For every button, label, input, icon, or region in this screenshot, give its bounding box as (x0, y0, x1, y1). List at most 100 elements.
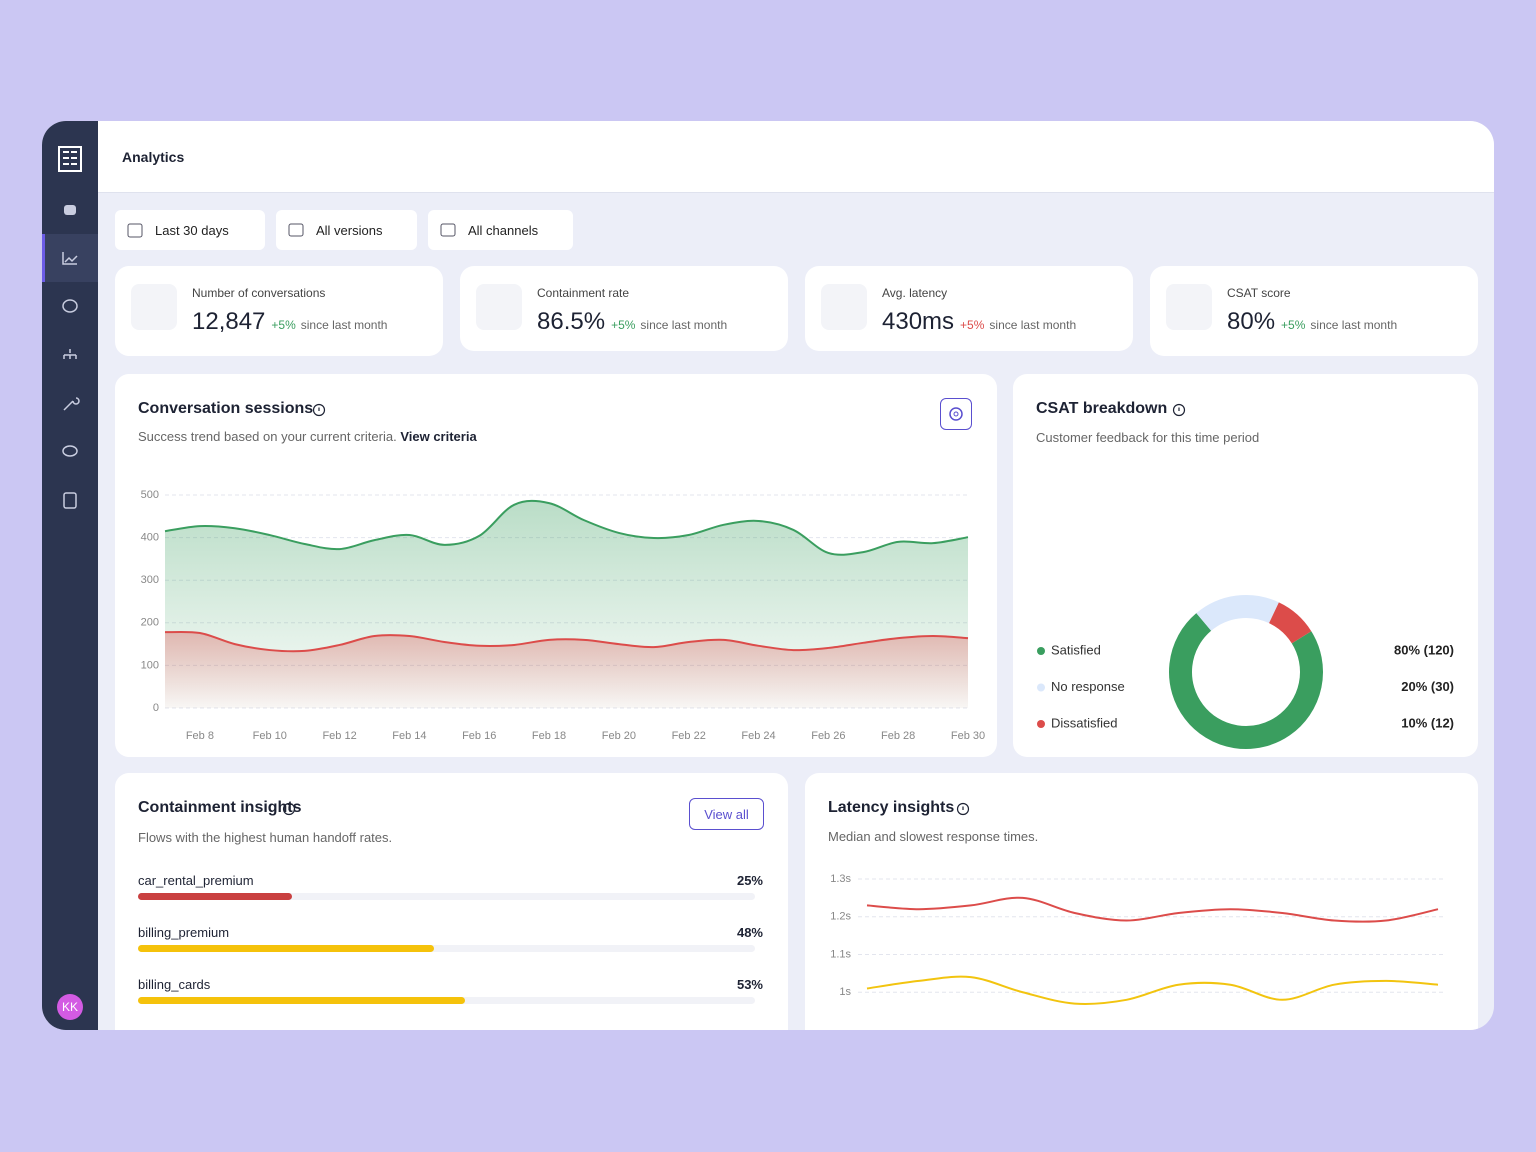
reports-icon[interactable] (63, 492, 77, 509)
card-subtitle: Customer feedback for this time period (1036, 430, 1260, 445)
x-tick-label: Feb 12 (322, 730, 356, 742)
y-tick-label: 300 (141, 574, 159, 586)
bot-icon[interactable] (64, 205, 76, 215)
legend-value: 20% (30) (1401, 679, 1454, 694)
kpi-label: Number of conversations (192, 286, 326, 300)
csat-chart: Satisfied 80% (120) No response 20% (30) Dis… (1037, 403, 1454, 749)
kpi-card: CSAT score 80% +5% since last month (1150, 266, 1478, 356)
bar (138, 997, 465, 1004)
card-subtitle: Flows with the highest human handoff rat… (138, 830, 393, 845)
latency-chart: 1.3s 1.2s 1.1s 1s (830, 802, 1446, 1005)
series-line (866, 896, 1439, 923)
y-tick-label: 1.3s (830, 873, 851, 885)
sidebar: KK (42, 121, 98, 1030)
kpi-value-row: 430ms +5% since last month (882, 308, 1076, 336)
x-tick-label: Feb 30 (951, 730, 985, 742)
kpi-label: CSAT score (1227, 286, 1291, 300)
bar (138, 945, 435, 952)
flow-name: billing_cards (138, 977, 211, 992)
filter-label: All versions (316, 222, 383, 238)
x-tick-label: Feb 22 (672, 730, 706, 742)
info-icon (312, 403, 326, 417)
x-tick-label: Feb 8 (186, 730, 214, 742)
y-tick-label: 400 (141, 532, 159, 544)
version-filter[interactable]: All versions (276, 210, 417, 250)
active-indicator (42, 234, 45, 282)
kpi-change: +5% (1281, 318, 1306, 332)
legend-label: Satisfied (1051, 642, 1101, 657)
app-window: KK Analytics Last 30 days All versions A… (42, 121, 1494, 1030)
latency-card: Latency insights Median and slowest resp… (805, 773, 1478, 1030)
settings-button[interactable] (940, 398, 972, 430)
view-criteria-link[interactable]: View criteria (400, 429, 477, 444)
flows-icon[interactable] (63, 349, 77, 359)
bar (138, 893, 293, 900)
info-icon (282, 802, 296, 816)
x-tick-label: Feb 20 (602, 730, 636, 742)
logo[interactable] (58, 146, 82, 172)
legend-dot (1037, 720, 1045, 728)
avatar-initials: KK (62, 1000, 78, 1014)
kpi-note: since last month (989, 318, 1077, 332)
card-subtitle: Success trend based on your current crit… (138, 429, 477, 444)
kpi-change: +5% (960, 318, 985, 332)
y-tick-label: 0 (153, 702, 159, 714)
filter-label: All channels (468, 222, 539, 238)
logo-mark (63, 151, 77, 165)
flow-name: billing_premium (138, 925, 230, 940)
kpi-value: 430ms (882, 308, 955, 335)
kpi-value: 86.5% (537, 308, 606, 335)
header: Analytics (98, 121, 1494, 193)
kpi-icon (476, 284, 522, 330)
card-title: Conversation sessions (138, 400, 314, 417)
chat-icon[interactable] (62, 299, 78, 313)
card-title: Latency insights (828, 799, 955, 816)
x-tick-label: Feb 18 (532, 730, 566, 742)
legend-label: No response (1051, 679, 1125, 694)
legend-value: 80% (120) (1394, 642, 1454, 657)
conversations-icon[interactable] (62, 445, 78, 457)
flow-rate: 53% (736, 977, 763, 992)
view-all-button[interactable]: View all (689, 798, 764, 830)
kpi-card: Number of conversations 12,847 +5% since la… (115, 266, 443, 356)
kpi-change: +5% (271, 318, 296, 332)
flow-rate: 25% (736, 873, 763, 888)
x-tick-label: Feb 10 (253, 730, 287, 742)
flow-row: car_rental_premium 25% (138, 873, 763, 900)
kpi-icon (821, 284, 867, 330)
info-icon (1172, 403, 1186, 417)
sessions-card: Conversation sessions Success trend base… (115, 374, 997, 757)
filter-label: Last 30 days (155, 222, 229, 238)
sidebar-icons: KK (42, 146, 98, 1020)
kpi-value-row: 86.5% +5% since last month (537, 308, 727, 336)
info-icon (282, 802, 296, 816)
kpi-label: Containment rate (537, 286, 630, 300)
sessions-chart: 0 100 200 300 400 500 Feb 8 Feb 10 Feb 12 Feb 14 F… (141, 403, 985, 742)
y-tick-label: 200 (141, 617, 159, 629)
card-title: Containment insights (138, 799, 302, 816)
bar-track (138, 945, 755, 952)
date-filter[interactable]: Last 30 days (115, 210, 265, 250)
x-tick-label: Feb 26 (811, 730, 845, 742)
page-title: Analytics (122, 149, 185, 165)
kpi-note: since last month (300, 318, 388, 332)
y-tick-label: 1.2s (830, 911, 851, 923)
kpi-change: +5% (611, 318, 636, 332)
tools-icon[interactable] (63, 397, 80, 411)
subtitle-text: Success trend based on your current crit… (138, 429, 397, 444)
bar-track (138, 893, 755, 900)
series-line (164, 630, 969, 653)
series-line (866, 975, 1439, 1005)
y-tick-label: 500 (141, 489, 159, 501)
legend-dot (1037, 647, 1045, 655)
legend-value: 10% (12) (1401, 715, 1454, 730)
x-tick-label: Feb 14 (392, 730, 426, 742)
kpi-label: Avg. latency (882, 286, 948, 300)
kpi-value-row: 80% +5% since last month (1227, 308, 1397, 336)
channel-filter[interactable]: All channels (428, 210, 573, 250)
analytics-icon[interactable] (62, 252, 78, 265)
flow-name: car_rental_premium (138, 873, 254, 888)
kpi-icon (131, 284, 177, 330)
avatar[interactable] (57, 994, 83, 1020)
